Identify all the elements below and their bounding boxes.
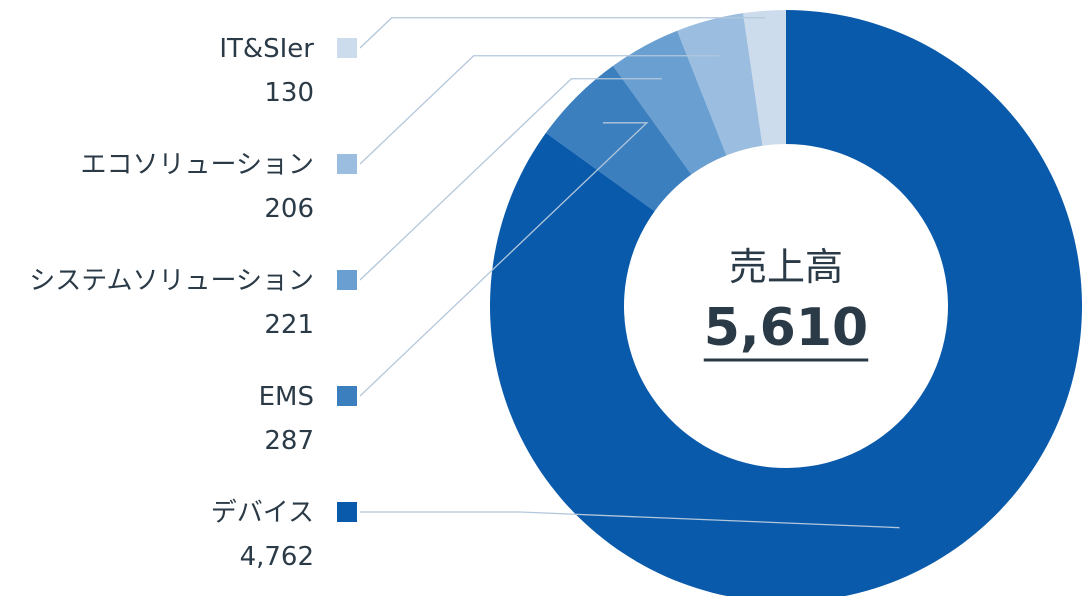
legend-label-ems: EMS — [259, 382, 314, 412]
legend-value-segment-3: 221 — [264, 310, 314, 340]
legend-marker-segment-2 — [337, 154, 357, 174]
slice-segment-3 — [612, 30, 727, 175]
legend: IT&SIer 130 エコソリューション 206 システムソリューション 221 EMS 2… — [29, 34, 357, 572]
legend-label-segment-3: システムソリューション — [29, 266, 314, 296]
legend-value-segment-2: 206 — [264, 194, 314, 224]
legend-marker-segment-5 — [337, 502, 357, 522]
legend-marker-ems — [337, 386, 357, 406]
center-value: 5,610 — [704, 298, 868, 358]
legend-label-it-sier: IT&SIer — [219, 34, 314, 64]
leader-line-segment-2 — [359, 55, 720, 165]
legend-marker-segment-3 — [337, 270, 357, 290]
slice-ems — [545, 65, 692, 212]
leader-line-segment-3 — [359, 78, 662, 281]
legend-label-segment-2: エコソリューション — [81, 150, 314, 180]
legend-marker-it-sier — [337, 38, 357, 58]
slice-segment-2 — [677, 13, 763, 156]
slice-segment-5 — [490, 10, 1082, 596]
leader-line-ems — [359, 122, 649, 397]
legend-value-it-sier: 130 — [264, 78, 314, 108]
legend-label-segment-5: デバイス — [211, 498, 314, 528]
leader-lines — [359, 17, 900, 529]
center-label: 売上高 — [729, 245, 843, 289]
legend-value-segment-5: 4,762 — [240, 542, 314, 572]
donut-slices — [490, 10, 1082, 596]
legend-value-ems: 287 — [264, 426, 314, 456]
leader-line-segment-5 — [360, 511, 900, 529]
leader-line-it-sier — [359, 17, 765, 49]
slice-it-sier — [743, 10, 786, 146]
